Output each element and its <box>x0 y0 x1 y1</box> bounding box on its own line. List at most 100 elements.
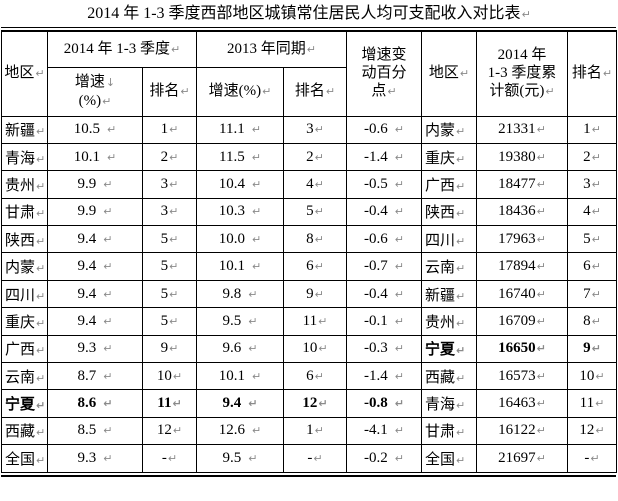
paragraph-mark: ↵ <box>36 125 46 139</box>
paragraph-mark: ↵ <box>172 397 182 411</box>
paragraph-mark: ↵ <box>103 342 113 356</box>
paragraph-mark: ↵ <box>103 205 113 219</box>
cell-rank-right: 4↵ <box>567 197 618 227</box>
line-break-mark: ↓ <box>105 75 116 89</box>
paragraph-mark: ↵ <box>313 451 323 465</box>
cell-growth-2013: 9.5 ↵ <box>196 444 284 473</box>
paragraph-mark: ↵ <box>251 150 261 164</box>
cell-rank-right: 8↵ <box>567 307 618 336</box>
cell-growth-2013: 11.1 ↵ <box>196 115 284 144</box>
cell-region-right: 陕西↵ <box>421 197 478 227</box>
cell-region-left: 四川↵ <box>1 279 48 309</box>
cell-change: -0.8 ↵ <box>346 389 423 418</box>
cell-region-left: 西藏↵ <box>1 416 48 446</box>
paragraph-mark: ↵ <box>36 371 46 385</box>
paragraph-mark: ↵ <box>591 314 601 328</box>
table-row: 青海↵ 10.1 ↵ 2↵ 11.5 ↵ 2↵ -1.4 ↵ 重庆↵ 19380↵ 2↵ <box>1 142 618 172</box>
cell-change: -1.4 ↵ <box>346 362 423 391</box>
paragraph-mark: ↵ <box>536 123 546 137</box>
table-row: 新疆↵ 10.5 ↵ 1↵ 11.1 ↵ 3↵ -0.6 ↵ 内蒙↵ 21331↵ 1↵ <box>1 115 618 144</box>
paragraph-mark: ↵ <box>314 424 324 438</box>
cell-region-right: 青海↵ <box>421 389 478 418</box>
paragraph-mark: ↵ <box>314 260 324 274</box>
paragraph-mark: ↵ <box>602 67 613 81</box>
paragraph-mark: ↵ <box>169 342 179 356</box>
paragraph-mark: ↵ <box>536 260 546 274</box>
cell-amount: 21331↵ <box>476 115 569 144</box>
paragraph-mark: ↵ <box>456 316 466 330</box>
paragraph-mark: ↵ <box>394 342 404 356</box>
cell-change: -0.6 ↵ <box>346 225 423 254</box>
cell-rank-2013: -↵ <box>282 444 348 473</box>
cell-region-left: 云南↵ <box>1 362 48 391</box>
paragraph-mark: ↵ <box>314 150 324 164</box>
paragraph-mark: ↵ <box>252 424 262 438</box>
cell-change: -0.5 ↵ <box>346 170 423 199</box>
paragraph-mark: ↵ <box>169 177 179 191</box>
cell-growth-2013: 9.4 ↵ <box>196 389 284 418</box>
paragraph-mark: ↵ <box>36 152 46 166</box>
paragraph-mark: ↵ <box>536 314 546 328</box>
paragraph-mark: ↵ <box>36 262 46 276</box>
paragraph-mark: ↵ <box>103 232 113 246</box>
table-row: 全国↵ 9.3 ↵ -↵ 9.5 ↵ -↵ -0.2 ↵ 全国↵ 21697↵ -↵ <box>1 444 618 473</box>
paragraph-mark: ↵ <box>252 260 262 274</box>
paragraph-mark: ↵ <box>456 399 466 413</box>
paragraph-mark: ↵ <box>591 287 601 301</box>
paragraph-mark: ↵ <box>456 234 466 248</box>
paragraph-mark: ↵ <box>103 177 113 191</box>
cell-region-left: 新疆↵ <box>1 115 48 144</box>
cell-rank-2013: 1↵ <box>282 416 348 446</box>
cell-change: -0.4 ↵ <box>346 197 423 227</box>
cell-growth-2014: 8.6 ↵ <box>47 389 143 418</box>
paragraph-mark: ↵ <box>314 177 324 191</box>
cell-amount: 16573↵ <box>476 362 569 391</box>
paragraph-mark: ↵ <box>394 232 404 246</box>
header-growth-2014: 增速↓ (%)↵ <box>47 66 143 117</box>
paragraph-mark: ↵ <box>456 289 466 303</box>
paragraph-mark: ↵ <box>36 289 46 303</box>
cell-amount: 18477↵ <box>476 170 569 199</box>
paragraph-mark: ↵ <box>251 123 261 137</box>
cell-growth-2013: 12.6 ↵ <box>196 416 284 446</box>
cell-rank-2014: 9↵ <box>142 334 197 364</box>
paragraph-mark: ↵ <box>394 287 404 301</box>
cell-rank-2014: 10↵ <box>142 362 197 391</box>
cell-growth-2014: 9.3 ↵ <box>47 444 143 473</box>
paragraph-mark: ↵ <box>169 232 179 246</box>
paragraph-mark: ↵ <box>169 260 179 274</box>
paragraph-mark: ↵ <box>456 125 466 139</box>
cell-change: -0.7 ↵ <box>346 252 423 281</box>
cell-change: -0.3 ↵ <box>346 334 423 364</box>
paragraph-mark: ↵ <box>591 260 601 274</box>
cell-rank-2014: 5↵ <box>142 252 197 281</box>
paragraph-mark: ↵ <box>35 67 45 81</box>
paragraph-mark: ↵ <box>172 424 183 438</box>
paragraph-mark: ↵ <box>248 397 258 411</box>
header-group-2013: 2013 年同期↵ <box>195 30 348 68</box>
cell-rank-2014: 1↵ <box>142 115 197 144</box>
paragraph-mark: ↵ <box>107 150 117 164</box>
paragraph-mark: ↵ <box>169 150 179 164</box>
header-row-groups: 地区↵ 2014 年 1-3 季度↵ 2013 年同期↵ 增速变 动百分 点↵ … <box>1 30 618 117</box>
paragraph-mark: ↵ <box>107 123 117 137</box>
cell-growth-2013: 9.5 ↵ <box>196 307 284 336</box>
paragraph-mark: ↵ <box>252 177 262 191</box>
paragraph-mark: ↵ <box>387 85 397 99</box>
cell-region-left: 宁夏↵ <box>1 389 48 418</box>
paragraph-mark: ↵ <box>36 344 46 358</box>
cell-change: -0.4 ↵ <box>346 279 423 309</box>
paragraph-mark: ↵ <box>36 399 46 413</box>
cell-amount: 21697↵ <box>476 444 569 473</box>
table-row: 宁夏↵ 8.6 ↵ 11↵ 9.4 ↵ 12↵ -0.8 ↵ 青海↵ 16463↵ 11↵ <box>1 389 618 418</box>
paragraph-mark: ↵ <box>36 316 46 330</box>
paragraph-mark: ↵ <box>314 369 324 383</box>
paragraph-mark: ↵ <box>595 369 605 383</box>
table-row: 陕西↵ 9.4 ↵ 5↵ 10.0 ↵ 8↵ -0.6 ↵ 四川↵ 17963↵ 5↵ <box>1 225 618 254</box>
paragraph-mark: ↵ <box>103 287 113 301</box>
cell-rank-right: -↵ <box>567 444 618 473</box>
cell-rank-right: 3↵ <box>567 170 618 199</box>
paragraph-mark: ↵ <box>167 451 178 465</box>
cell-growth-2013: 10.4 ↵ <box>196 170 284 199</box>
cell-region-right: 西藏↵ <box>421 362 478 391</box>
